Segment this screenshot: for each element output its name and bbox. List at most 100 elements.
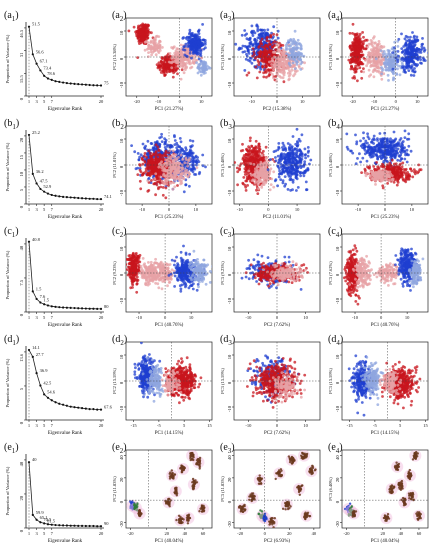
- point: [415, 51, 419, 54]
- point: [155, 183, 159, 187]
- point: [157, 64, 161, 68]
- point: [195, 52, 199, 56]
- point: [264, 52, 268, 56]
- panel-label-close: ): [16, 118, 19, 129]
- point: [266, 28, 270, 32]
- point: [252, 52, 256, 56]
- point: [259, 162, 262, 166]
- point: [282, 80, 286, 84]
- y-tick-label: 0: [119, 57, 124, 60]
- point: [188, 51, 192, 55]
- point: [288, 73, 292, 76]
- point: [382, 54, 385, 58]
- point: [182, 62, 186, 66]
- point: [261, 156, 265, 160]
- point: [140, 32, 144, 36]
- point: [178, 60, 182, 64]
- point: [362, 67, 365, 70]
- point: [274, 159, 278, 163]
- y-axis-label: Proportion of Variance (%): [5, 142, 10, 191]
- point: [293, 163, 296, 166]
- point: [263, 70, 267, 74]
- x-tick-label: -10: [155, 99, 162, 104]
- point: [175, 146, 179, 150]
- point: [358, 49, 362, 52]
- point: [259, 168, 262, 172]
- point: [287, 61, 291, 65]
- scree-point: [35, 62, 38, 65]
- point: [250, 29, 254, 33]
- point: [147, 176, 151, 180]
- point: [369, 39, 373, 42]
- x-tick-label: 10: [194, 207, 199, 212]
- point: [295, 154, 298, 158]
- x-tick-label: 10: [300, 99, 305, 104]
- point: [400, 51, 404, 54]
- point: [245, 52, 248, 56]
- point: [185, 151, 188, 155]
- point: [164, 68, 168, 71]
- point: [236, 170, 240, 174]
- point: [362, 47, 366, 51]
- point: [203, 41, 207, 44]
- point: [362, 70, 366, 74]
- point: [162, 169, 166, 173]
- point: [416, 63, 419, 67]
- point: [182, 190, 186, 194]
- point: [143, 33, 146, 36]
- point: [415, 35, 419, 39]
- point: [376, 62, 379, 66]
- point: [303, 147, 307, 151]
- point: [194, 50, 198, 54]
- point: [185, 65, 188, 69]
- point: [309, 158, 313, 162]
- scree-point: [80, 197, 84, 200]
- point: [245, 73, 249, 77]
- point: [299, 161, 303, 165]
- point: [138, 164, 142, 167]
- x-tick-label: 7: [51, 99, 54, 104]
- point: [179, 172, 183, 176]
- panel-label: (a2): [112, 10, 127, 23]
- point: [178, 53, 182, 57]
- point: [241, 142, 244, 146]
- point: [137, 39, 141, 42]
- point: [251, 47, 255, 50]
- point: [234, 161, 237, 164]
- point: [234, 42, 238, 46]
- point: [147, 43, 151, 47]
- point: [189, 149, 193, 153]
- point: [261, 65, 264, 68]
- point: [380, 45, 383, 48]
- point: [281, 148, 285, 152]
- point: [184, 183, 188, 187]
- point: [268, 62, 271, 66]
- point: [275, 72, 279, 76]
- scree-point: [92, 84, 95, 87]
- point: [396, 50, 400, 53]
- point: [183, 45, 187, 48]
- point: [306, 151, 310, 154]
- point: [141, 172, 145, 176]
- x-axis-label: PC2 (11.01%): [263, 215, 292, 220]
- point: [353, 42, 357, 46]
- point: [199, 73, 203, 77]
- point: [157, 187, 160, 191]
- point: [176, 56, 179, 59]
- point: [194, 37, 198, 40]
- scree-point: [99, 197, 103, 201]
- point: [413, 34, 416, 38]
- point: [251, 167, 255, 171]
- point: [169, 151, 173, 155]
- point: [263, 168, 266, 172]
- point: [269, 167, 273, 171]
- x-tick-label: -10: [249, 99, 256, 104]
- point: [400, 57, 404, 61]
- point: [201, 70, 205, 74]
- point: [369, 73, 373, 77]
- point: [251, 34, 255, 37]
- point: [191, 151, 195, 155]
- point: [354, 33, 358, 37]
- point: [255, 39, 259, 42]
- point: [297, 50, 300, 54]
